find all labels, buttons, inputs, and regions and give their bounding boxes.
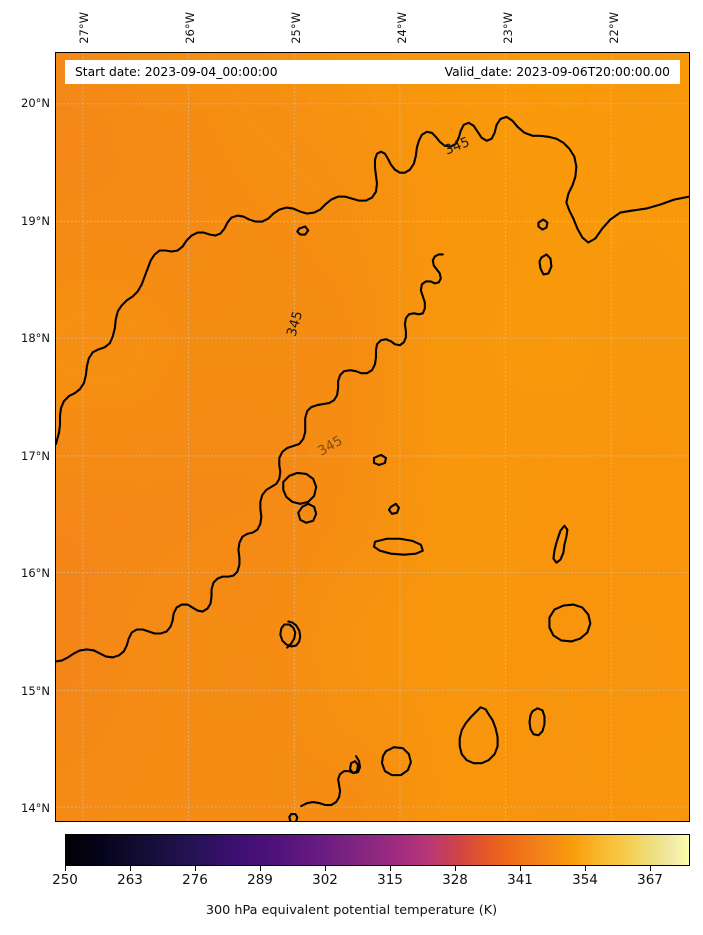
island-santo-antao (537, 218, 549, 231)
colorbar-label-276: 276 (182, 872, 208, 888)
colorbar-label-289: 289 (247, 872, 273, 888)
island-goree (288, 812, 299, 821)
island-fogo (380, 746, 412, 777)
map-overlay: 345 345 345 (56, 53, 689, 821)
island-santiago (458, 706, 499, 765)
coastline-lagoon-inner (297, 502, 318, 524)
contour-label-345-south: 345 (316, 434, 346, 460)
colorbar-tick-367 (650, 866, 651, 871)
ytick-label-19n: 19°N (21, 214, 50, 228)
gridlines (56, 53, 689, 821)
ytick-label-20n: 20°N (21, 96, 50, 110)
island-elongated (372, 537, 424, 556)
coastline-senegal (56, 253, 444, 663)
island-sao-vicente (538, 253, 553, 276)
map-plot-area[interactable]: 345 345 345 (55, 52, 690, 822)
colorbar-label-354: 354 (572, 872, 598, 888)
colorbar-title: 300 hPa equivalent potential temperature… (205, 903, 498, 918)
theta-e-field-heatmap (56, 53, 689, 821)
coastline-lagoon (282, 471, 318, 505)
island-northwest-cluster (372, 453, 388, 466)
coastline-cap-vert (279, 620, 302, 649)
colorbar-label-367: 367 (637, 872, 663, 888)
date-info-box: Start date: 2023-09-04_00:00:00 Valid_da… (65, 60, 680, 84)
start-date-text: Start date: 2023-09-04_00:00:00 (75, 65, 278, 79)
ytick-label-18n: 18°N (21, 331, 50, 345)
colorbar-label-315: 315 (377, 872, 403, 888)
xtick-label-4: 23°W (501, 12, 515, 44)
xtick-label-2: 25°W (289, 12, 303, 44)
island-sal (552, 524, 569, 564)
colorbar-tick-328 (455, 866, 456, 871)
colorbar-tick-341 (520, 866, 521, 871)
coastline-gambia-inlet (300, 755, 362, 808)
colorbar-label-250: 250 (52, 872, 78, 888)
valid-date-text: Valid_date: 2023-09-06T20:00:00.00 (444, 65, 670, 79)
ytick-label-14n: 14°N (21, 801, 50, 815)
colorbar-label-263: 263 (117, 872, 143, 888)
colorbar-tick-276 (195, 866, 196, 871)
xtick-label-5: 22°W (607, 12, 621, 44)
island-islet-north (296, 225, 310, 236)
colorbar-label-328: 328 (442, 872, 468, 888)
colorbar-label-302: 302 (312, 872, 338, 888)
colorbar-tick-250 (65, 866, 66, 871)
coastline-main (56, 115, 689, 446)
contour-label-345-mid: 345 (285, 310, 306, 339)
colorbar-tick-354 (585, 866, 586, 871)
contour-labels: 345 345 345 (285, 135, 472, 460)
colorbar-label-341: 341 (507, 872, 533, 888)
colorbar-tick-263 (130, 866, 131, 871)
coastline-contours (56, 115, 689, 821)
ytick-label-17n: 17°N (21, 449, 50, 463)
colorbar-tick-289 (260, 866, 261, 871)
xtick-label-0: 27°W (77, 12, 91, 44)
contour-label-345-north: 345 (443, 135, 472, 159)
island-cluster-b (387, 502, 400, 515)
ytick-label-15n: 15°N (21, 684, 50, 698)
xtick-label-3: 24°W (395, 12, 409, 44)
colorbar[interactable] (65, 834, 690, 866)
colorbar-tick-302 (325, 866, 326, 871)
island-boa-vista (548, 603, 592, 643)
ytick-label-16n: 16°N (21, 566, 50, 580)
island-brava (349, 760, 360, 775)
colorbar-gradient (66, 835, 689, 865)
xtick-label-1: 26°W (183, 12, 197, 44)
island-maio (528, 707, 546, 737)
colorbar-tick-315 (390, 866, 391, 871)
